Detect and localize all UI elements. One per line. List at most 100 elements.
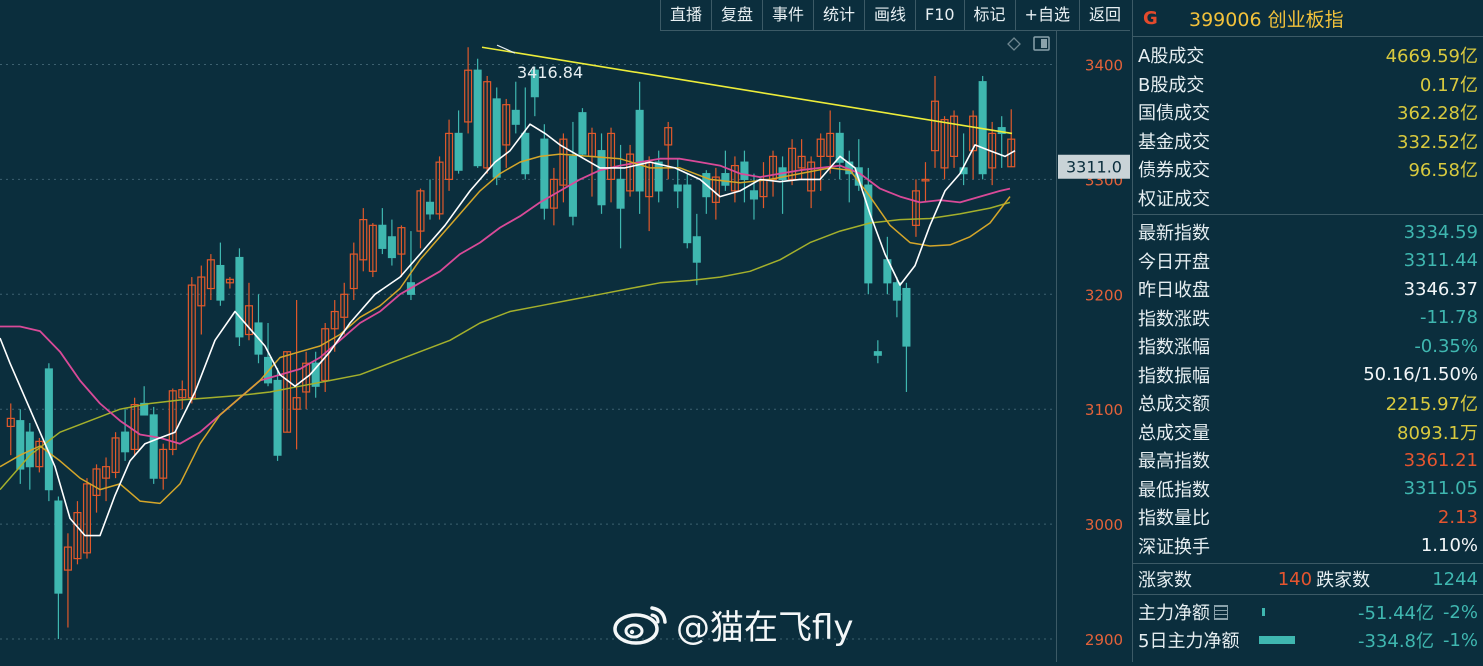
candle-body	[607, 132, 616, 180]
divider	[1133, 214, 1483, 215]
stat-row: 指数涨跌 -11.78	[1133, 304, 1483, 333]
candle	[892, 277, 901, 318]
candle	[283, 351, 292, 433]
candle-body	[82, 483, 92, 554]
candle-body	[435, 161, 444, 215]
g-logo-icon[interactable]: G	[1143, 7, 1158, 29]
candle-body	[387, 236, 396, 259]
toolbar-draw-button[interactable]: 画线	[864, 0, 915, 30]
panel-header: G 399006 创业板指	[1133, 0, 1483, 37]
candle-body	[302, 362, 311, 393]
down-count: 1244	[1432, 568, 1478, 590]
index-title: 399006 创业板指	[1189, 5, 1344, 32]
candle-body	[16, 420, 25, 470]
kline-chart[interactable]: 2900 3000 3100 3200 3300 3400 3416.84 3311.0	[0, 30, 1130, 662]
capital-flow-row: 主力净额 -51.44亿 -2%	[1133, 598, 1483, 626]
candle	[549, 167, 558, 226]
trendline	[481, 46, 1013, 135]
index-info-panel: G 399006 创业板指 A股成交 4669.59亿 B股成交 0.17亿 国债成交 3…	[1132, 0, 1483, 662]
candle-body	[216, 264, 225, 301]
candle	[692, 213, 701, 286]
up-count: 140	[1277, 568, 1313, 590]
candle	[63, 533, 72, 628]
candle-body	[578, 112, 587, 155]
toolbar-replay-button[interactable]: 复盘	[711, 0, 762, 30]
candle-body	[492, 98, 501, 178]
candle-body	[283, 351, 292, 433]
stat-row-label: 今日开盘	[1138, 251, 1210, 273]
candle-body	[902, 287, 911, 347]
stat-row: 今日开盘 3311.44	[1133, 247, 1483, 276]
candle-body	[321, 328, 330, 382]
toolbar-mark-button[interactable]: 标记	[963, 0, 1015, 30]
layout-toggle-icon[interactable]	[1033, 36, 1050, 51]
candle	[559, 133, 568, 203]
candle	[492, 87, 501, 186]
y-tick-label: 3100	[1085, 401, 1123, 419]
candle-body	[502, 104, 511, 146]
candle-body	[873, 351, 882, 356]
candle-body	[654, 161, 663, 192]
turnover-row: A股成交 4669.59亿	[1133, 41, 1483, 70]
toolbar-stats-button[interactable]: 统计	[813, 0, 864, 30]
candle	[130, 397, 139, 456]
candle-body	[749, 190, 759, 200]
candle	[197, 265, 206, 335]
candle-body	[969, 115, 978, 152]
candle	[807, 156, 816, 209]
stat-row: 深证换手 1.10%	[1133, 532, 1483, 561]
candle	[530, 66, 539, 117]
stat-row-value: 3311.05	[1403, 478, 1478, 500]
diamond-icon[interactable]	[1007, 37, 1021, 51]
candle	[187, 277, 196, 404]
candle	[473, 58, 482, 168]
candle	[511, 81, 520, 134]
candle	[664, 121, 673, 180]
candle-body	[730, 164, 739, 192]
toolbar-add-watchlist-button[interactable]: +自选	[1014, 0, 1079, 30]
candle-body	[816, 138, 825, 157]
y-axis-separator	[1056, 30, 1057, 662]
toolbar-live-button[interactable]: 直播	[660, 0, 711, 30]
candle	[168, 388, 177, 456]
candle-body	[673, 184, 682, 192]
candle	[778, 156, 787, 214]
candle-body	[597, 150, 606, 206]
y-tick-label: 2900	[1085, 631, 1123, 649]
candle	[387, 219, 396, 266]
toolbar-f10-button[interactable]: F10	[915, 0, 964, 30]
candle	[378, 208, 387, 255]
chart-toolbar: 直播 复盘 事件 统计 画线 F10 标记 +自选 返回	[660, 0, 1130, 31]
candle	[464, 47, 473, 134]
candle	[930, 75, 940, 168]
layout-toggle-fill	[1041, 39, 1047, 48]
candle-body	[930, 100, 940, 152]
stat-row-label: 总成交量	[1138, 422, 1210, 444]
turnover-row-label: 基金成交	[1138, 131, 1210, 153]
candle-body	[225, 278, 234, 284]
candle	[502, 98, 511, 168]
candle	[540, 124, 549, 220]
candle	[102, 457, 111, 502]
stat-row-value: 2215.97亿	[1385, 394, 1478, 416]
detail-list-icon[interactable]	[1214, 604, 1228, 620]
stat-row-label: 指数振幅	[1138, 365, 1210, 387]
turnover-row-label: B股成交	[1138, 74, 1205, 96]
turnover-row: 基金成交 332.52亿	[1133, 127, 1483, 156]
turnover-list: A股成交 4669.59亿 B股成交 0.17亿 国债成交 362.28亿 基金成交 332.…	[1133, 37, 1483, 212]
candle-body	[397, 227, 406, 255]
candle-body	[530, 69, 539, 98]
candle	[921, 162, 930, 203]
stat-row: 指数涨幅 -0.35%	[1133, 332, 1483, 361]
toolbar-back-button[interactable]: 返回	[1078, 0, 1130, 30]
candle-body	[616, 178, 625, 209]
candle-body	[292, 397, 301, 410]
toolbar-events-button[interactable]: 事件	[762, 0, 813, 30]
candle-body	[950, 115, 959, 157]
chart-tool-icons[interactable]	[1007, 36, 1050, 51]
turnover-row: 债券成交 96.58亿	[1133, 155, 1483, 184]
candle-body	[892, 282, 901, 301]
candle-body	[273, 379, 282, 456]
